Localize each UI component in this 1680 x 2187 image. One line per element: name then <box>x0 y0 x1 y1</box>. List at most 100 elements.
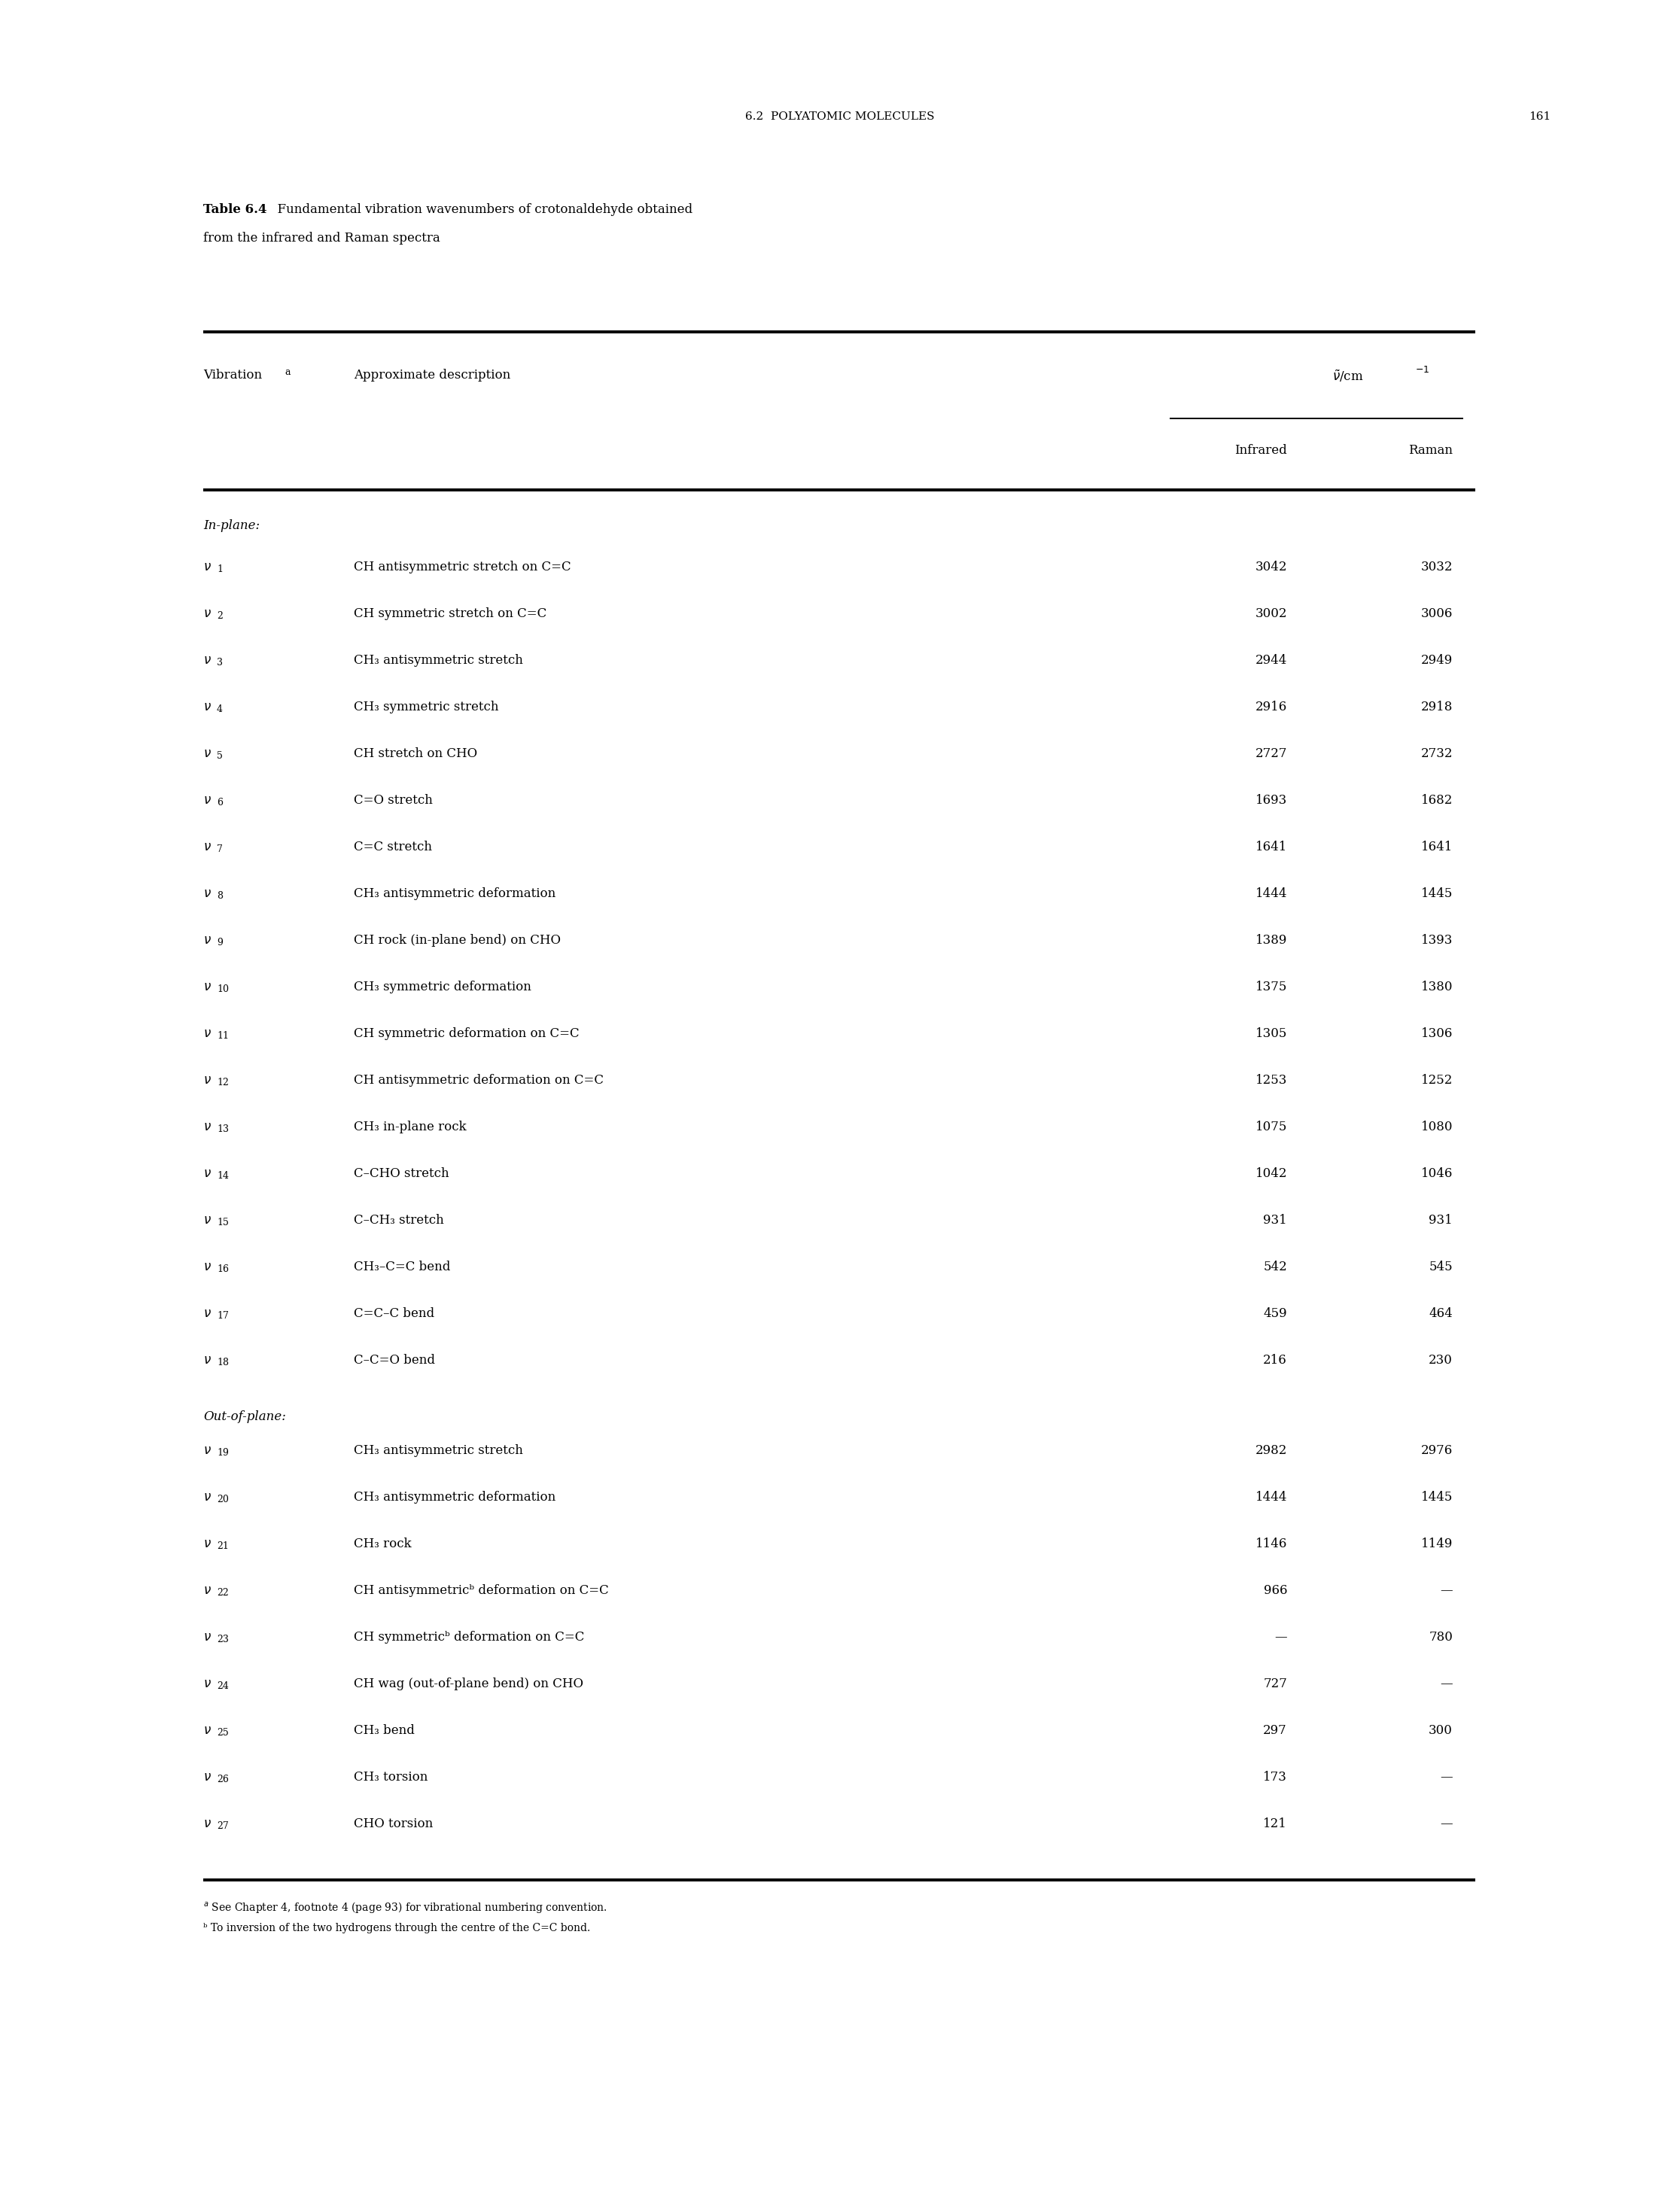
Text: CH₃ in-plane rock: CH₃ in-plane rock <box>354 1120 467 1133</box>
Text: $\tilde{\nu}$/cm: $\tilde{\nu}$/cm <box>1332 370 1364 385</box>
Text: $\nu$: $\nu$ <box>203 1028 212 1041</box>
Text: 10: 10 <box>217 984 228 995</box>
Text: $\nu$: $\nu$ <box>203 888 212 901</box>
Text: 7: 7 <box>217 844 223 855</box>
Text: 3042: 3042 <box>1255 560 1287 573</box>
Text: 1389: 1389 <box>1255 934 1287 947</box>
Text: ᵇ To inversion of the two hydrogens through the centre of the C=C bond.: ᵇ To inversion of the two hydrogens thro… <box>203 1922 590 1933</box>
Text: 459: 459 <box>1263 1308 1287 1321</box>
Text: 173: 173 <box>1263 1771 1287 1785</box>
Text: 1149: 1149 <box>1421 1537 1453 1551</box>
Text: 2916: 2916 <box>1255 700 1287 713</box>
Text: —: — <box>1275 1632 1287 1645</box>
Text: 1253: 1253 <box>1255 1074 1287 1087</box>
Text: $\nu$: $\nu$ <box>203 608 212 621</box>
Text: $\nu$: $\nu$ <box>203 1583 212 1597</box>
Text: 1042: 1042 <box>1255 1168 1287 1181</box>
Text: 464: 464 <box>1428 1308 1453 1321</box>
Text: 3006: 3006 <box>1421 608 1453 621</box>
Text: 1305: 1305 <box>1255 1028 1287 1041</box>
Text: 1445: 1445 <box>1421 888 1453 901</box>
Text: CHO torsion: CHO torsion <box>354 1817 433 1831</box>
Text: In-plane:: In-plane: <box>203 518 260 531</box>
Text: 12: 12 <box>217 1078 228 1087</box>
Text: $\nu$: $\nu$ <box>203 934 212 947</box>
Text: 22: 22 <box>217 1588 228 1599</box>
Text: $\nu$: $\nu$ <box>203 1168 212 1181</box>
Text: $\nu$: $\nu$ <box>203 1074 212 1087</box>
Text: 2944: 2944 <box>1255 654 1287 667</box>
Text: 11: 11 <box>217 1030 228 1041</box>
Text: —: — <box>1440 1771 1453 1785</box>
Text: 931: 931 <box>1428 1214 1453 1227</box>
Text: 297: 297 <box>1263 1723 1287 1736</box>
Text: 966: 966 <box>1263 1583 1287 1597</box>
Text: 161: 161 <box>1529 112 1551 122</box>
Text: $\nu$: $\nu$ <box>203 1214 212 1227</box>
Text: 1380: 1380 <box>1421 980 1453 993</box>
Text: 21: 21 <box>217 1542 228 1551</box>
Text: C=C stretch: C=C stretch <box>354 840 432 853</box>
Text: 545: 545 <box>1430 1260 1453 1273</box>
Text: 27: 27 <box>217 1822 228 1831</box>
Text: CH wag (out-of-plane bend) on CHO: CH wag (out-of-plane bend) on CHO <box>354 1677 583 1691</box>
Text: C=O stretch: C=O stretch <box>354 794 433 807</box>
Text: $\nu$: $\nu$ <box>203 1771 212 1785</box>
Text: 15: 15 <box>217 1218 228 1227</box>
Text: Out-of-plane:: Out-of-plane: <box>203 1411 286 1424</box>
Text: 1444: 1444 <box>1255 1492 1287 1505</box>
Text: CH antisymmetricᵇ deformation on C=C: CH antisymmetricᵇ deformation on C=C <box>354 1583 608 1597</box>
Text: Vibration: Vibration <box>203 370 262 381</box>
Text: 4: 4 <box>217 704 223 715</box>
Text: $\nu$: $\nu$ <box>203 1120 212 1133</box>
Text: 8: 8 <box>217 890 223 901</box>
Text: CH₃ antisymmetric stretch: CH₃ antisymmetric stretch <box>354 1443 522 1457</box>
Text: 216: 216 <box>1263 1354 1287 1367</box>
Text: C=C–C bend: C=C–C bend <box>354 1308 435 1321</box>
Text: 1306: 1306 <box>1421 1028 1453 1041</box>
Text: 23: 23 <box>217 1634 228 1645</box>
Text: 26: 26 <box>217 1774 228 1785</box>
Text: 3032: 3032 <box>1421 560 1453 573</box>
Text: 1080: 1080 <box>1421 1120 1453 1133</box>
Text: 121: 121 <box>1263 1817 1287 1831</box>
Text: Fundamental vibration wavenumbers of crotonaldehyde obtained: Fundamental vibration wavenumbers of cro… <box>269 203 692 217</box>
Text: $\nu$: $\nu$ <box>203 1308 212 1321</box>
Text: 13: 13 <box>217 1124 228 1135</box>
Text: CH₃–C=C bend: CH₃–C=C bend <box>354 1260 450 1273</box>
Text: Infrared: Infrared <box>1235 444 1287 457</box>
Text: 1445: 1445 <box>1421 1492 1453 1505</box>
Text: 6: 6 <box>217 798 223 807</box>
Text: CH₃ antisymmetric deformation: CH₃ antisymmetric deformation <box>354 1492 556 1505</box>
Text: 542: 542 <box>1263 1260 1287 1273</box>
Text: 5: 5 <box>217 750 223 761</box>
Text: 1075: 1075 <box>1255 1120 1287 1133</box>
Text: $-1$: $-1$ <box>1415 365 1430 374</box>
Text: CH₃ torsion: CH₃ torsion <box>354 1771 428 1785</box>
Text: 1046: 1046 <box>1421 1168 1453 1181</box>
Text: $\nu$: $\nu$ <box>203 1260 212 1273</box>
Text: 9: 9 <box>217 938 223 947</box>
Text: 1252: 1252 <box>1421 1074 1453 1087</box>
Text: 1641: 1641 <box>1255 840 1287 853</box>
Text: 1444: 1444 <box>1255 888 1287 901</box>
Text: from the infrared and Raman spectra: from the infrared and Raman spectra <box>203 232 440 245</box>
Text: CH₃ antisymmetric deformation: CH₃ antisymmetric deformation <box>354 888 556 901</box>
Text: $\nu$: $\nu$ <box>203 980 212 993</box>
Text: CH₃ symmetric stretch: CH₃ symmetric stretch <box>354 700 499 713</box>
Text: 6.2  POLYATOMIC MOLECULES: 6.2 POLYATOMIC MOLECULES <box>746 112 934 122</box>
Text: 2949: 2949 <box>1421 654 1453 667</box>
Text: 300: 300 <box>1428 1723 1453 1736</box>
Text: $\nu$: $\nu$ <box>203 1443 212 1457</box>
Text: CH symmetric deformation on C=C: CH symmetric deformation on C=C <box>354 1028 580 1041</box>
Text: Raman: Raman <box>1408 444 1453 457</box>
Text: CH antisymmetric stretch on C=C: CH antisymmetric stretch on C=C <box>354 560 571 573</box>
Text: $\nu$: $\nu$ <box>203 1632 212 1645</box>
Text: CH symmetricᵇ deformation on C=C: CH symmetricᵇ deformation on C=C <box>354 1632 585 1645</box>
Text: Approximate description: Approximate description <box>354 370 511 381</box>
Text: $\nu$: $\nu$ <box>203 1723 212 1736</box>
Text: $\nu$: $\nu$ <box>203 654 212 667</box>
Text: 1693: 1693 <box>1255 794 1287 807</box>
Text: —: — <box>1440 1583 1453 1597</box>
Text: 18: 18 <box>217 1358 228 1367</box>
